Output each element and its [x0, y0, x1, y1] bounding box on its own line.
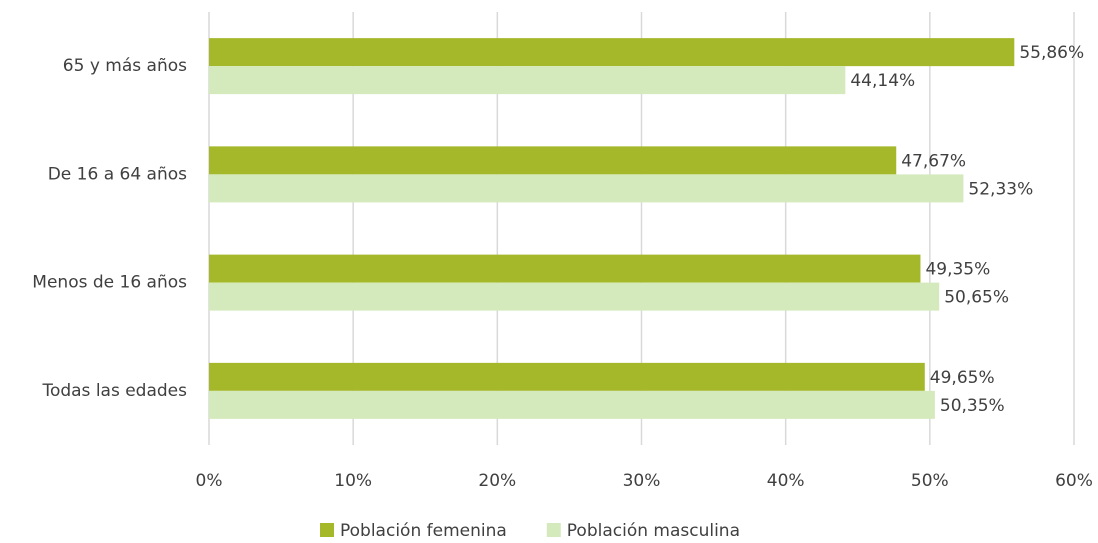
x-tick-label: 0% — [196, 471, 223, 491]
bar — [209, 146, 897, 175]
y-tick-label: Todas las edades — [41, 381, 187, 401]
legend-label: Población masculina — [567, 521, 740, 541]
bar — [209, 38, 1015, 67]
bar — [209, 254, 921, 283]
data-label: 50,35% — [940, 396, 1005, 416]
y-tick-label: 65 y más años — [63, 56, 187, 76]
data-label: 50,65% — [944, 288, 1009, 308]
data-label: 52,33% — [968, 179, 1033, 199]
legend-label: Población femenina — [340, 521, 507, 541]
y-tick-label: De 16 a 64 años — [48, 164, 187, 184]
bar — [209, 390, 935, 419]
x-tick-label: 10% — [334, 471, 372, 491]
data-label: 55,86% — [1019, 43, 1084, 63]
x-tick-label: 20% — [478, 471, 516, 491]
legend-swatch — [546, 523, 561, 537]
x-tick-label: 30% — [623, 471, 661, 491]
bar — [209, 282, 940, 311]
data-label: 49,65% — [930, 368, 995, 388]
y-tick-label: Menos de 16 años — [32, 273, 187, 293]
data-label: 49,35% — [925, 260, 990, 280]
x-tick-label: 40% — [767, 471, 805, 491]
data-label: 47,67% — [901, 151, 966, 171]
x-tick-label: 50% — [911, 471, 949, 491]
bar — [209, 66, 846, 95]
x-tick-label: 60% — [1055, 471, 1093, 491]
legend-swatch — [320, 523, 334, 537]
data-label: 44,14% — [850, 71, 915, 91]
bar — [209, 174, 964, 203]
bar — [209, 362, 925, 391]
